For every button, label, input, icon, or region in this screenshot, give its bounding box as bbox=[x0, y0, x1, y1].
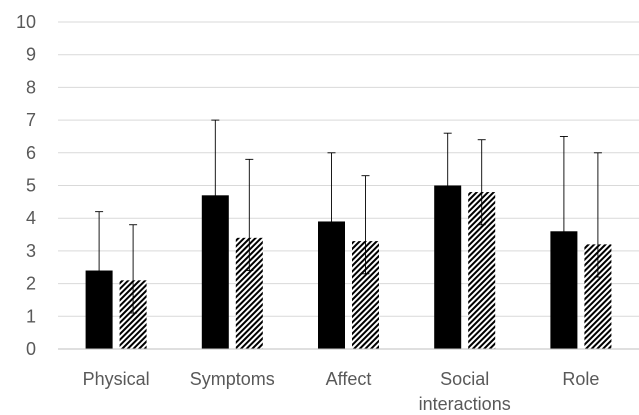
x-category-label: Affect bbox=[326, 369, 372, 389]
bars bbox=[85, 185, 612, 349]
error-bar bbox=[95, 211, 104, 304]
x-axis-labels: Physical Symptoms Affect Social interactions… bbox=[83, 369, 600, 414]
x-category-label: Social bbox=[440, 369, 489, 389]
x-category-label: interactions bbox=[419, 394, 511, 414]
error-bar bbox=[361, 175, 370, 275]
error-bar bbox=[245, 158, 254, 271]
y-tick-label: 8 bbox=[26, 77, 36, 97]
x-category-label: Symptoms bbox=[190, 369, 275, 389]
y-tick-label: 6 bbox=[26, 143, 36, 163]
error-bar bbox=[559, 135, 568, 265]
y-tick-label: 4 bbox=[26, 208, 36, 228]
error-bar bbox=[211, 119, 220, 229]
error-bar bbox=[477, 139, 486, 226]
x-category-label: Role bbox=[562, 369, 599, 389]
y-axis-ticks: 0 1 2 3 4 5 6 7 8 9 10 bbox=[16, 12, 36, 359]
y-tick-label: 2 bbox=[26, 274, 36, 294]
error-bar bbox=[593, 152, 602, 278]
y-tick-label: 3 bbox=[26, 241, 36, 261]
error-bar bbox=[443, 132, 452, 219]
error-bar bbox=[327, 152, 336, 255]
y-tick-label: 0 bbox=[26, 339, 36, 359]
gridlines bbox=[58, 21, 639, 317]
y-tick-label: 10 bbox=[16, 12, 36, 32]
y-tick-label: 7 bbox=[26, 110, 36, 130]
y-tick-label: 5 bbox=[26, 176, 36, 196]
error-bar bbox=[129, 224, 138, 314]
y-tick-label: 9 bbox=[26, 45, 36, 65]
x-category-label: Physical bbox=[83, 369, 150, 389]
error-bars bbox=[95, 119, 602, 314]
y-tick-label: 1 bbox=[26, 306, 36, 326]
